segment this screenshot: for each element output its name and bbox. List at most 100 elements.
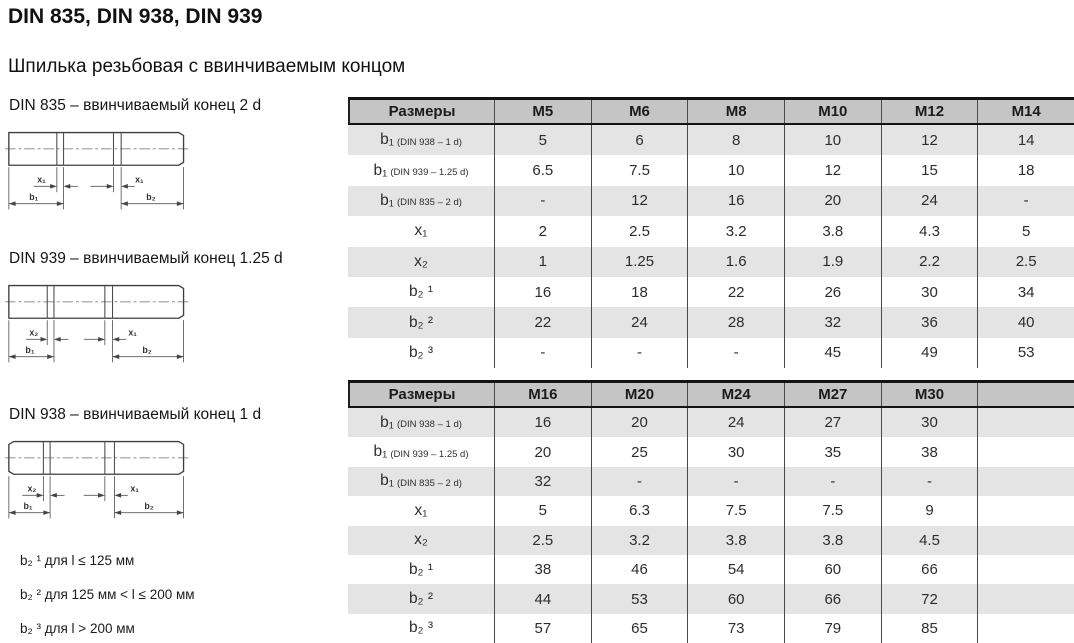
value-cell: 3.2 (590, 525, 688, 555)
value-cell: 72 (880, 584, 978, 614)
value-cell: 49 (880, 337, 978, 369)
din835-stud-drawing: x₁ x₁ b₁ b₂ (5, 131, 192, 210)
header-M8: M8 (687, 100, 784, 123)
value-cell: 7.5 (590, 155, 688, 186)
row-label-symbol: b₁ (380, 413, 394, 431)
row-label: x₂ (348, 526, 494, 555)
value-cell: 16 (687, 185, 784, 217)
value-cell: 22 (687, 276, 784, 308)
footnote-b2-3: b₂ ³ для l > 200 мм (20, 621, 135, 636)
value-cell: - (783, 466, 881, 497)
dimensions-table-m16-m30: Размеры M16 M20 M24 M27 M30 b₁ (DIN 938 – 1 d) 1… (348, 380, 1074, 643)
row-label: b₁ (DIN 939 – 1.25 d) (348, 437, 494, 466)
header-sizes: Размеры (348, 383, 494, 406)
value-cell (977, 525, 1074, 555)
value-cell: 26 (783, 276, 881, 308)
value-cell: 9 (880, 496, 978, 526)
value-cell: 7.5 (783, 496, 881, 526)
din939-stud-drawing: x₂ x₁ b₁ b₂ (5, 284, 192, 363)
row-label-symbol: x₁ (414, 501, 428, 519)
stud-body (8, 131, 185, 166)
row-label-symbol: b₁ (373, 443, 388, 461)
row-label: b₁ (DIN 939 – 1.25 d) (348, 155, 494, 185)
value-cell: 1.9 (783, 246, 881, 277)
table-row: b₂ ² 44 53 60 66 72 (348, 584, 1074, 614)
value-cell: 4.3 (880, 216, 978, 247)
header-M16: M16 (494, 383, 591, 406)
dim-label-x-right: x₁ (128, 328, 137, 338)
dim-label-x-right: x₁ (135, 175, 144, 185)
dim-label-x-left: x₂ (27, 484, 36, 494)
dim-label-x-right: x₁ (130, 484, 139, 494)
value-cell: 4.5 (880, 525, 978, 555)
row-label: b₁ (DIN 938 – 1 d) (348, 408, 494, 437)
table-row: b₂ ³ - - -45 49 53 (348, 337, 1074, 369)
row-label-symbol: b₂ ¹ (408, 283, 434, 301)
value-cell: 8 (687, 125, 784, 156)
figure-din835-caption: DIN 835 – ввинчиваемый конец 2 d (9, 97, 262, 114)
value-cell: - (494, 185, 591, 217)
row-label: b₂ ³ (348, 338, 494, 368)
row-label: b₁ (DIN 835 – 2 d) (348, 186, 494, 216)
value-cell: 6.3 (590, 496, 688, 526)
value-cell: 40 (977, 307, 1074, 338)
header-empty (977, 383, 1074, 406)
row-label-symbol: b₂ ³ (408, 343, 434, 361)
value-cell: 32 (494, 466, 591, 497)
value-cell: 35 (783, 437, 881, 467)
row-label: b₂ ² (348, 584, 494, 613)
value-cell (977, 437, 1074, 467)
dim-label-b1: b₁ (29, 192, 38, 202)
header-M14: M14 (977, 100, 1074, 123)
table-row: b₂ ² 22 24 28 32 36 40 (348, 307, 1074, 338)
value-cell: 60 (687, 584, 784, 614)
dim-label-b2: b₂ (144, 501, 153, 511)
value-cell: 2.5 (590, 216, 688, 247)
value-cell: 5 (977, 216, 1074, 247)
value-cell: 12 (783, 155, 881, 186)
row-label-symbol: b₂ ² (408, 313, 434, 331)
footnote-b2-1: b₂ ¹ для l ≤ 125 мм (20, 553, 135, 568)
row-label: b₁ (DIN 835 – 2 d) (348, 467, 494, 496)
value-cell: 24 (880, 185, 978, 217)
value-cell: 5 (494, 125, 591, 156)
value-cell: 10 (687, 155, 784, 186)
table-row: b₂ ³ 57 65 73 79 85 (348, 613, 1074, 643)
row-label: b₂ ¹ (348, 555, 494, 584)
row-label: b₂ ³ (348, 614, 494, 643)
row-label-symbol: b₁ (373, 161, 388, 179)
value-cell: 1.25 (590, 246, 688, 277)
table-header-row: Размеры M5 M6 M8 M10 M12 M14 (348, 97, 1074, 125)
table-row: x₂ 2.5 3.2 3.8 3.8 4.5 (348, 525, 1074, 555)
value-cell: 65 (590, 613, 688, 643)
value-cell (977, 554, 1074, 585)
value-cell: 2.2 (880, 246, 978, 277)
table-row: b₁ (DIN 939 – 1.25 d) 6.5 7.5 10 12 15 18 (348, 155, 1074, 186)
stud-body (8, 440, 185, 475)
value-cell: 5 (494, 496, 591, 526)
value-cell: 45 (783, 337, 881, 369)
row-label-symbol: b₁ (380, 131, 394, 149)
value-cell: - (880, 466, 978, 497)
value-cell: 30 (880, 276, 978, 308)
header-M27: M27 (783, 383, 881, 406)
row-label: x₁ (348, 496, 494, 525)
value-cell: 57 (494, 613, 591, 643)
dim-label-x-left: x₂ (29, 328, 38, 338)
value-cell: 66 (783, 584, 881, 614)
dim-label-x-left: x₁ (37, 175, 46, 185)
table-row: b₂ ¹ 38 46 54 60 66 (348, 554, 1074, 585)
value-cell: 15 (880, 155, 978, 186)
dimensions-table-m5-m14: Размеры M5 M6 M8 M10 M12 M14 b₁ (DIN 938 – 1 d) 5… (348, 97, 1074, 369)
value-cell: 20 (494, 437, 591, 467)
value-cell: 3.8 (687, 525, 784, 555)
value-cell: 79 (783, 613, 881, 643)
stud-body (8, 284, 185, 319)
page-subtitle: Шпилька резьбовая с ввинчиваемым концом (8, 56, 406, 77)
value-cell: 18 (977, 155, 1074, 186)
value-cell: 6 (590, 125, 688, 156)
value-cell: 2 (494, 216, 591, 247)
value-cell: 16 (494, 408, 591, 438)
figure-din939-caption: DIN 939 – ввинчиваемый конец 1.25 d (9, 250, 283, 267)
